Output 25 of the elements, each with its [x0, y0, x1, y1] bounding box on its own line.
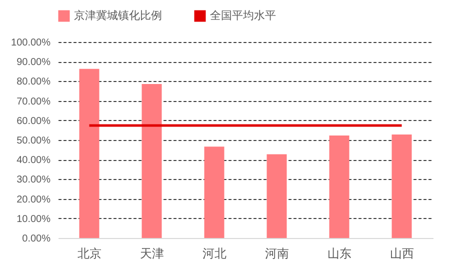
x-tick-label: 天津 [140, 246, 164, 260]
x-tick-label: 河北 [202, 246, 226, 260]
bar [392, 134, 412, 238]
bar [204, 146, 224, 238]
y-tick-label: 100.00% [11, 38, 51, 48]
x-tick-label: 北京 [77, 246, 102, 260]
y-tick-label: 50.00% [16, 136, 51, 146]
y-tick-label: 40.00% [16, 155, 51, 166]
legend-label: 全国平均水平 [210, 9, 276, 22]
y-tick-label: 80.00% [16, 76, 51, 88]
bar [142, 84, 162, 238]
bar [329, 135, 350, 238]
x-tick-label: 山西 [390, 246, 414, 260]
bar [79, 68, 100, 238]
y-tick-label: 10.00% [16, 214, 51, 225]
y-tick-label: 60.00% [16, 116, 51, 127]
y-tick-label: 20.00% [16, 194, 51, 206]
x-tick-label: 山东 [327, 246, 352, 260]
y-tick-label: 90.00% [16, 57, 51, 68]
y-tick-label: 70.00% [16, 96, 51, 108]
y-tick-label: 0.00% [22, 234, 51, 244]
bar [266, 154, 287, 238]
x-tick-label: 河南 [264, 246, 289, 260]
y-tick-label: 30.00% [16, 174, 51, 186]
legend-label: 京津冀城镇化比例 [74, 9, 162, 22]
